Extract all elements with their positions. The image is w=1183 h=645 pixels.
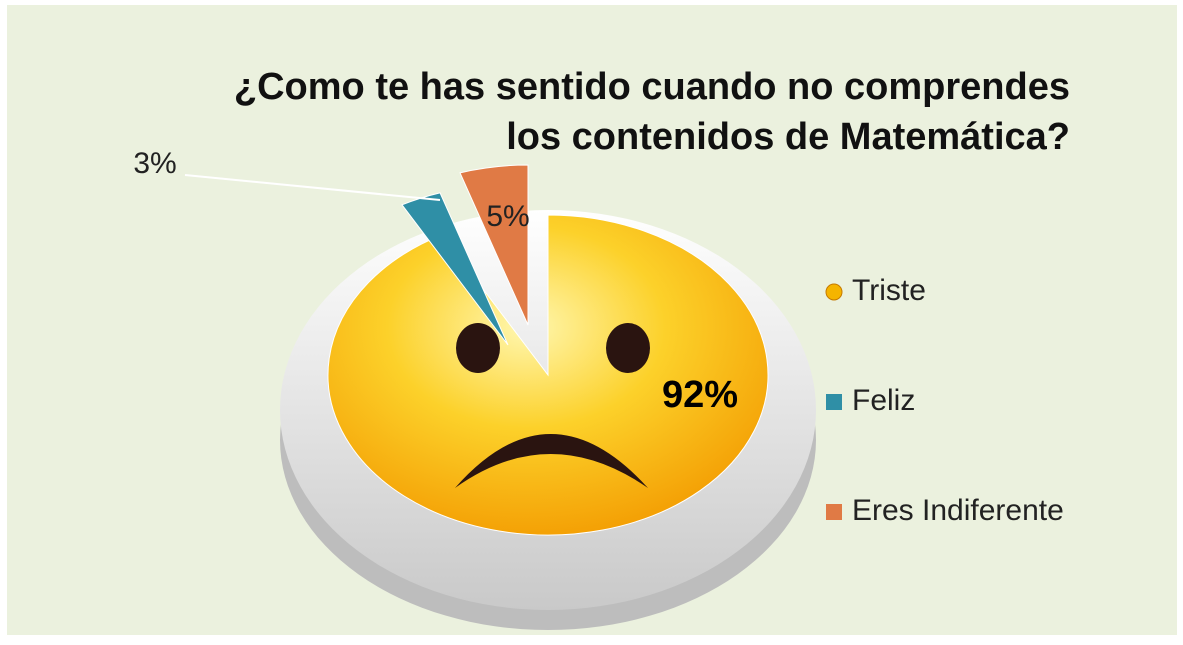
legend-swatch (825, 283, 843, 301)
legend-label: Eres Indiferente (852, 494, 1064, 527)
legend-swatch (826, 394, 842, 410)
pie-slice (327, 214, 769, 536)
face (455, 323, 650, 488)
data-label: 5% (486, 200, 529, 233)
legend-label: Feliz (852, 384, 915, 417)
legend-swatch (826, 504, 842, 520)
pie-slice (459, 164, 529, 326)
data-label: 3% (133, 147, 176, 180)
legend-label: Triste (852, 274, 926, 307)
data-label: 92% (662, 374, 738, 416)
chart-title: ¿Como te has sentido cuando no comprende… (233, 66, 1070, 158)
leader-line (184, 174, 441, 201)
